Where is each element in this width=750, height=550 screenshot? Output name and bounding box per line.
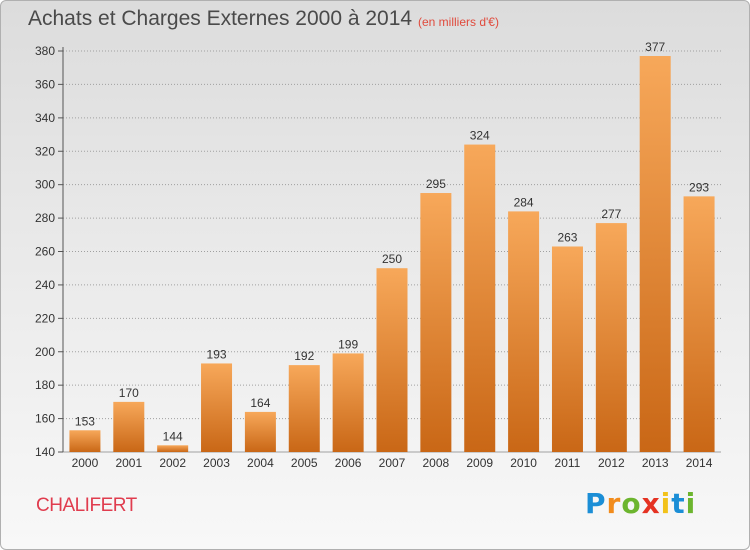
commune-name: CHALIFERT <box>36 495 137 516</box>
data-label-2007: 250 <box>382 252 402 266</box>
y-tick-label: 340 <box>35 111 55 125</box>
y-tick-label: 320 <box>35 144 55 158</box>
data-label-2002: 144 <box>163 429 183 443</box>
y-tick-label: 220 <box>35 311 55 325</box>
x-tick-label-2008: 2008 <box>423 456 450 470</box>
data-label-2013: 377 <box>645 40 665 54</box>
bar-2002 <box>157 445 189 452</box>
data-label-2005: 192 <box>294 349 314 363</box>
bar-2006 <box>332 353 364 452</box>
y-tick-label: 380 <box>35 44 55 58</box>
bar-2009 <box>464 144 496 453</box>
data-label-2009: 324 <box>470 129 490 143</box>
y-tick-label: 180 <box>35 378 55 392</box>
x-tick-label-2009: 2009 <box>466 456 493 470</box>
y-tick-label: 200 <box>35 345 55 359</box>
x-tick-label-2005: 2005 <box>291 456 318 470</box>
x-tick-label-2007: 2007 <box>379 456 406 470</box>
bar-2004 <box>244 411 276 452</box>
chart-title: Achats et Charges Externes 2000 à 2014 <box>28 7 413 30</box>
y-tick-label: 160 <box>35 412 55 426</box>
bar-2003 <box>201 363 233 452</box>
bar-2013 <box>639 56 671 452</box>
data-label-2010: 284 <box>514 195 534 209</box>
y-tick-label: 300 <box>35 178 55 192</box>
logo-letter: i <box>685 487 697 520</box>
y-tick-label: 280 <box>35 211 55 225</box>
logo-letter: i <box>660 487 672 520</box>
logo-letter: P <box>585 487 607 520</box>
bar-2001 <box>113 401 145 452</box>
y-tick-label: 360 <box>35 77 55 91</box>
y-tick-label: 260 <box>35 245 55 259</box>
bar-2012 <box>595 223 627 452</box>
data-label-2014: 293 <box>689 180 709 194</box>
x-tick-label-2002: 2002 <box>159 456 186 470</box>
data-label-2012: 277 <box>601 207 621 221</box>
x-tick-label-2010: 2010 <box>510 456 537 470</box>
logo-letter: o <box>621 487 642 520</box>
x-tick-label-2013: 2013 <box>642 456 669 470</box>
x-tick-label-2003: 2003 <box>203 456 230 470</box>
bar-2005 <box>288 365 320 452</box>
y-tick-label: 140 <box>35 445 55 459</box>
data-label-2004: 164 <box>250 396 270 410</box>
bar-2010 <box>508 211 540 452</box>
proxiti-logo: Proxiti <box>585 487 696 520</box>
x-tick-label-2004: 2004 <box>247 456 274 470</box>
x-tick-label-2006: 2006 <box>335 456 362 470</box>
x-tick-label-2012: 2012 <box>598 456 625 470</box>
data-label-2000: 153 <box>75 414 95 428</box>
x-tick-label-2000: 2000 <box>72 456 99 470</box>
logo-letter: r <box>606 487 622 520</box>
data-label-2003: 193 <box>207 347 227 361</box>
data-label-2011: 263 <box>557 230 577 244</box>
bar-2007 <box>376 268 408 452</box>
x-tick-label-2011: 2011 <box>555 456 581 470</box>
chart-subtitle: (en milliers d'€) <box>418 15 499 29</box>
bar-2011 <box>551 246 583 452</box>
bar-2000 <box>69 430 101 452</box>
data-label-2001: 170 <box>119 386 139 400</box>
bar-2014 <box>683 196 715 452</box>
bar-2008 <box>420 193 452 453</box>
x-tick-label-2001: 2001 <box>115 456 142 470</box>
logo-letter: t <box>671 487 686 520</box>
data-label-2006: 199 <box>338 337 358 351</box>
x-tick-label-2014: 2014 <box>686 456 713 470</box>
data-label-2008: 295 <box>426 177 446 191</box>
logo-letter: x <box>641 487 661 520</box>
y-tick-label: 240 <box>35 278 55 292</box>
